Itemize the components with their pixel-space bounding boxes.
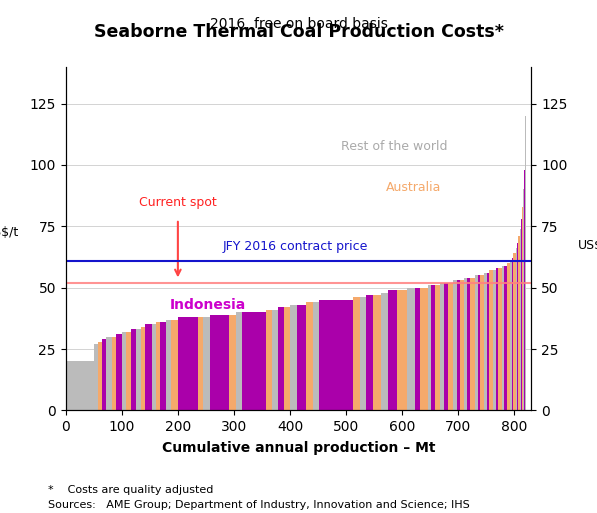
Bar [490, 270, 493, 410]
Text: JFY 2016 contract price: JFY 2016 contract price [223, 240, 368, 253]
Bar [156, 322, 161, 410]
Text: Sources:   AME Group; Department of Industry, Innovation and Science; IHS: Sources: AME Group; Department of Indust… [48, 500, 469, 510]
Title: 2016, free on board basis: 2016, free on board basis [210, 17, 387, 31]
Bar [152, 324, 156, 410]
Bar [178, 317, 198, 410]
Bar [381, 292, 388, 410]
Bar [415, 288, 420, 410]
Text: Indonesia: Indonesia [170, 298, 246, 312]
Bar [210, 314, 229, 410]
Bar [306, 302, 312, 410]
Bar [475, 275, 478, 410]
Bar [99, 342, 102, 410]
Bar [444, 283, 448, 410]
Bar [166, 320, 171, 410]
Bar [513, 253, 516, 410]
Bar [448, 283, 453, 410]
Bar [470, 278, 475, 410]
Bar [136, 329, 141, 410]
Bar [464, 278, 467, 410]
Bar [106, 337, 112, 410]
Bar [435, 285, 441, 410]
Text: *    Costs are quality adjusted: * Costs are quality adjusted [48, 485, 213, 495]
Bar [171, 320, 178, 410]
Bar [480, 275, 484, 410]
Bar [457, 280, 460, 410]
Bar [353, 298, 359, 410]
X-axis label: Cumulative annual production – Mt: Cumulative annual production – Mt [162, 441, 435, 455]
Text: Australia: Australia [386, 182, 441, 194]
Bar [478, 275, 480, 410]
Bar [441, 283, 444, 410]
Bar [453, 280, 457, 410]
Bar [520, 229, 521, 410]
Bar [112, 337, 116, 410]
Bar [161, 322, 166, 410]
Text: Rest of the world: Rest of the world [340, 140, 447, 153]
Bar [290, 305, 297, 410]
Bar [236, 312, 242, 410]
Bar [359, 298, 367, 410]
Bar [131, 329, 136, 410]
Bar [145, 324, 152, 410]
Bar [487, 273, 490, 410]
Bar [507, 263, 510, 410]
Bar [126, 332, 131, 410]
Bar [278, 307, 285, 410]
Bar [373, 295, 381, 410]
Bar [496, 268, 498, 410]
Bar [518, 236, 520, 410]
Bar [521, 219, 522, 410]
Bar [367, 295, 373, 410]
Bar [102, 339, 106, 410]
Bar [141, 327, 145, 410]
Bar [66, 361, 94, 410]
Bar [516, 248, 518, 410]
Bar [493, 270, 496, 410]
Bar [388, 290, 396, 410]
Bar [498, 268, 502, 410]
Y-axis label: US$/t: US$/t [0, 226, 19, 239]
Bar [242, 312, 266, 410]
Bar [522, 207, 524, 410]
Bar [229, 314, 236, 410]
Bar [266, 310, 272, 410]
Bar [504, 266, 507, 410]
Bar [285, 307, 290, 410]
Bar [407, 288, 415, 410]
Bar [198, 317, 203, 410]
Bar [319, 300, 353, 410]
Bar [116, 334, 122, 410]
Bar [203, 317, 210, 410]
Bar [502, 266, 504, 410]
Bar [460, 280, 464, 410]
Bar [467, 278, 470, 410]
Bar [297, 305, 306, 410]
Text: Seaborne Thermal Coal Production Costs*: Seaborne Thermal Coal Production Costs* [94, 23, 503, 41]
Bar [432, 285, 435, 410]
Bar [512, 258, 513, 410]
Bar [420, 288, 427, 410]
Bar [272, 310, 278, 410]
Bar [396, 290, 407, 410]
Bar [94, 344, 99, 410]
Y-axis label: US$/t: US$/t [578, 239, 597, 251]
Bar [122, 332, 126, 410]
Bar [427, 285, 432, 410]
Text: Current spot: Current spot [139, 196, 216, 209]
Bar [510, 261, 512, 410]
Bar [312, 302, 319, 410]
Bar [484, 273, 487, 410]
